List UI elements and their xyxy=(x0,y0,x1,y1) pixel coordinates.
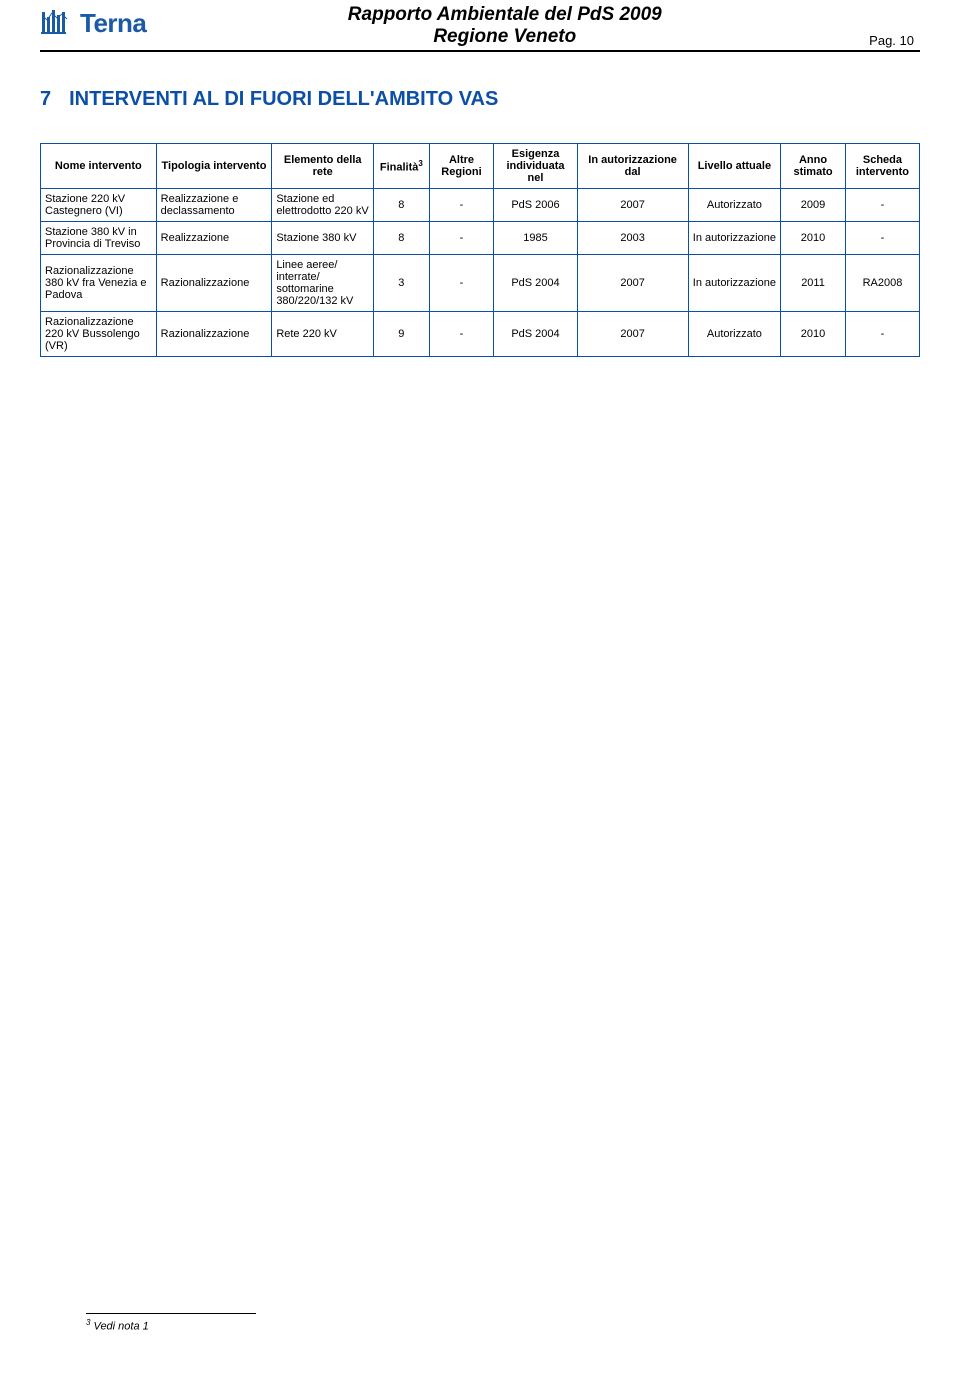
th-elemento: Elemento della rete xyxy=(272,144,374,189)
content-area: 7INTERVENTI AL DI FUORI DELL'AMBITO VAS … xyxy=(0,52,960,357)
page-number: Pag. 10 xyxy=(863,32,920,49)
th-finalita-super: 3 xyxy=(418,159,422,168)
cell-scheda: - xyxy=(845,222,919,255)
table-body: Stazione 220 kV Castegnero (VI) Realizza… xyxy=(41,189,920,357)
cell-livello: In autorizzazione xyxy=(688,222,781,255)
cell-scheda: RA2008 xyxy=(845,255,919,312)
cell-esigenza: PdS 2004 xyxy=(494,255,577,312)
cell-authdal: 2003 xyxy=(577,222,688,255)
header-titles: Rapporto Ambientale del PdS 2009 Regione… xyxy=(146,4,863,48)
cell-tipologia: Realizzazione xyxy=(156,222,272,255)
cell-altre: - xyxy=(429,312,494,357)
cell-finalita: 8 xyxy=(374,189,430,222)
footnote-text: Vedi nota 1 xyxy=(94,1321,149,1333)
cell-elemento: Linee aeree/ interrate/ sottomarine 380/… xyxy=(272,255,374,312)
table-head: Nome intervento Tipologia intervento Ele… xyxy=(41,144,920,189)
page-number-box: Pag. 10 xyxy=(863,32,920,49)
section-heading: 7 INTERVENTI AL DI FUORI DELL'AMBITO VAS xyxy=(40,88,920,111)
page: Terna Rapporto Ambientale del PdS 2009 R… xyxy=(0,0,960,1373)
th-scheda: Scheda intervento xyxy=(845,144,919,189)
cell-anno: 2011 xyxy=(781,255,846,312)
cell-esigenza: PdS 2006 xyxy=(494,189,577,222)
cell-anno: 2010 xyxy=(781,312,846,357)
table-row: Stazione 380 kV in Provincia di Treviso … xyxy=(41,222,920,255)
cell-elemento: Stazione ed elettrodotto 220 kV xyxy=(272,189,374,222)
footnote-marker: 3 xyxy=(86,1318,90,1327)
cell-tipologia: Razionalizzazione xyxy=(156,255,272,312)
cell-nome: Stazione 220 kV Castegnero (VI) xyxy=(41,189,157,222)
cell-elemento: Stazione 380 kV xyxy=(272,222,374,255)
th-nome: Nome intervento xyxy=(41,144,157,189)
th-tipologia: Tipologia intervento xyxy=(156,144,272,189)
doc-title-line-2: Regione Veneto xyxy=(146,26,863,48)
section-number: 7 xyxy=(40,88,51,110)
logo-text: Terna xyxy=(80,8,146,39)
cell-authdal: 2007 xyxy=(577,312,688,357)
cell-nome: Stazione 380 kV in Provincia di Treviso xyxy=(41,222,157,255)
cell-anno: 2009 xyxy=(781,189,846,222)
footnote-rule xyxy=(86,1313,256,1314)
cell-esigenza: PdS 2004 xyxy=(494,312,577,357)
th-authdal: In autorizzazione dal xyxy=(577,144,688,189)
cell-nome: Razionalizzazione 380 kV fra Venezia e P… xyxy=(41,255,157,312)
table-row: Razionalizzazione 220 kV Bussolengo (VR)… xyxy=(41,312,920,357)
footnote: 3 Vedi nota 1 xyxy=(86,1318,286,1333)
cell-elemento: Rete 220 kV xyxy=(272,312,374,357)
cell-tipologia: Razionalizzazione xyxy=(156,312,272,357)
th-anno: Anno stimato xyxy=(781,144,846,189)
th-livello: Livello attuale xyxy=(688,144,781,189)
cell-altre: - xyxy=(429,222,494,255)
cell-finalita: 9 xyxy=(374,312,430,357)
cell-finalita: 3 xyxy=(374,255,430,312)
cell-authdal: 2007 xyxy=(577,189,688,222)
logo-block: Terna xyxy=(40,8,146,39)
cell-altre: - xyxy=(429,255,494,312)
cell-livello: Autorizzato xyxy=(688,189,781,222)
cell-anno: 2010 xyxy=(781,222,846,255)
th-finalita-text: Finalità xyxy=(380,161,419,173)
table-row: Razionalizzazione 380 kV fra Venezia e P… xyxy=(41,255,920,312)
interventions-table: Nome intervento Tipologia intervento Ele… xyxy=(40,143,920,357)
page-header: Terna Rapporto Ambientale del PdS 2009 R… xyxy=(0,0,960,52)
cell-finalita: 8 xyxy=(374,222,430,255)
table-header-row: Nome intervento Tipologia intervento Ele… xyxy=(41,144,920,189)
cell-nome: Razionalizzazione 220 kV Bussolengo (VR) xyxy=(41,312,157,357)
cell-livello: Autorizzato xyxy=(688,312,781,357)
table-row: Stazione 220 kV Castegnero (VI) Realizza… xyxy=(41,189,920,222)
doc-title-line-1: Rapporto Ambientale del PdS 2009 xyxy=(146,4,863,26)
th-finalita: Finalità3 xyxy=(374,144,430,189)
cell-tipologia: Realizzazione e declassamento xyxy=(156,189,272,222)
terna-logo-icon xyxy=(40,9,76,39)
cell-altre: - xyxy=(429,189,494,222)
cell-scheda: - xyxy=(845,312,919,357)
th-altre: Altre Regioni xyxy=(429,144,494,189)
cell-esigenza: 1985 xyxy=(494,222,577,255)
cell-livello: In autorizzazione xyxy=(688,255,781,312)
cell-scheda: - xyxy=(845,189,919,222)
footnote-area: 3 Vedi nota 1 xyxy=(86,1313,286,1333)
cell-authdal: 2007 xyxy=(577,255,688,312)
th-esigenza: Esigenza individuata nel xyxy=(494,144,577,189)
header-row: Terna Rapporto Ambientale del PdS 2009 R… xyxy=(40,4,920,52)
section-title-text: INTERVENTI AL DI FUORI DELL'AMBITO VAS xyxy=(69,88,498,110)
